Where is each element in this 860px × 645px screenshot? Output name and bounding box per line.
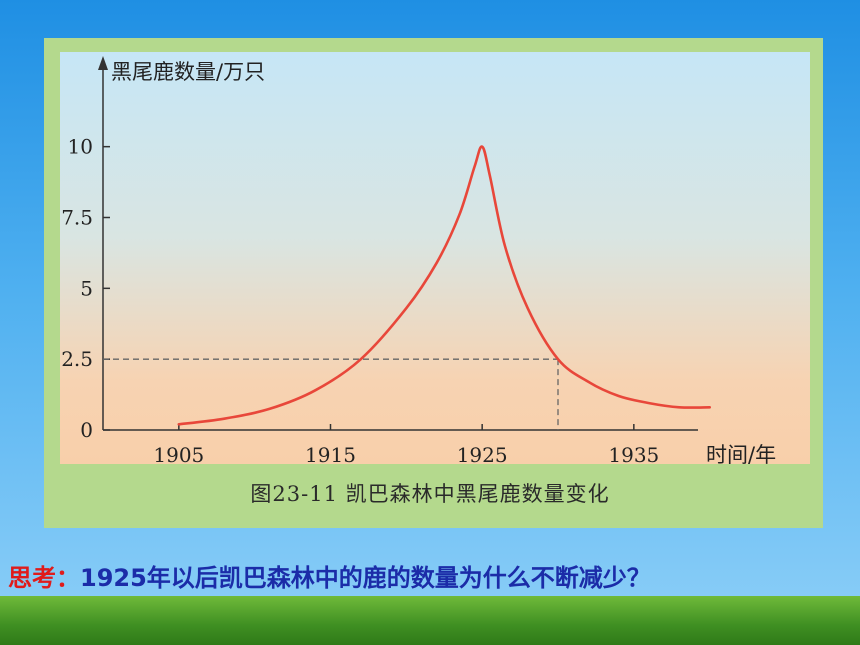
x-tick-label: 1935 <box>608 443 659 467</box>
question-prefix: 思考： <box>8 564 80 592</box>
guide-lines <box>103 358 559 430</box>
figure-caption: 图23-11 凯巴森林中黑尾鹿数量变化 <box>0 478 860 508</box>
question-text: 1925年以后凯巴森林中的鹿的数量为什么不断减少？ <box>80 564 651 592</box>
y-tick-label: 10 <box>68 135 93 159</box>
y-ticks: 0 2.5 5 7.5 10 <box>61 135 110 442</box>
grass-decoration <box>0 596 860 645</box>
y-axis-arrow-icon <box>98 56 108 70</box>
y-tick-label: 0 <box>80 418 93 442</box>
plot-background <box>60 52 810 464</box>
question-line: 思考：1925年以后凯巴森林中的鹿的数量为什么不断减少？ <box>8 558 860 593</box>
series-line <box>177 145 711 426</box>
x-tick-label: 1925 <box>457 443 508 467</box>
series-group <box>177 145 711 426</box>
x-tick-label: 1905 <box>153 443 204 467</box>
x-axis-title: 时间/年 <box>706 443 776 467</box>
y-axis-title: 黑尾鹿数量/万只 <box>111 60 265 84</box>
axes: 黑尾鹿数量/万只 时间/年 <box>98 56 776 467</box>
x-tick-label: 1915 <box>305 443 356 467</box>
caption-text: 图23-11 凯巴森林中黑尾鹿数量变化 <box>250 482 610 506</box>
y-tick-label: 7.5 <box>61 206 93 230</box>
x-ticks: 1905 1915 1925 1935 <box>153 424 659 467</box>
y-tick-label: 2.5 <box>61 347 93 371</box>
y-tick-label: 5 <box>80 276 93 300</box>
